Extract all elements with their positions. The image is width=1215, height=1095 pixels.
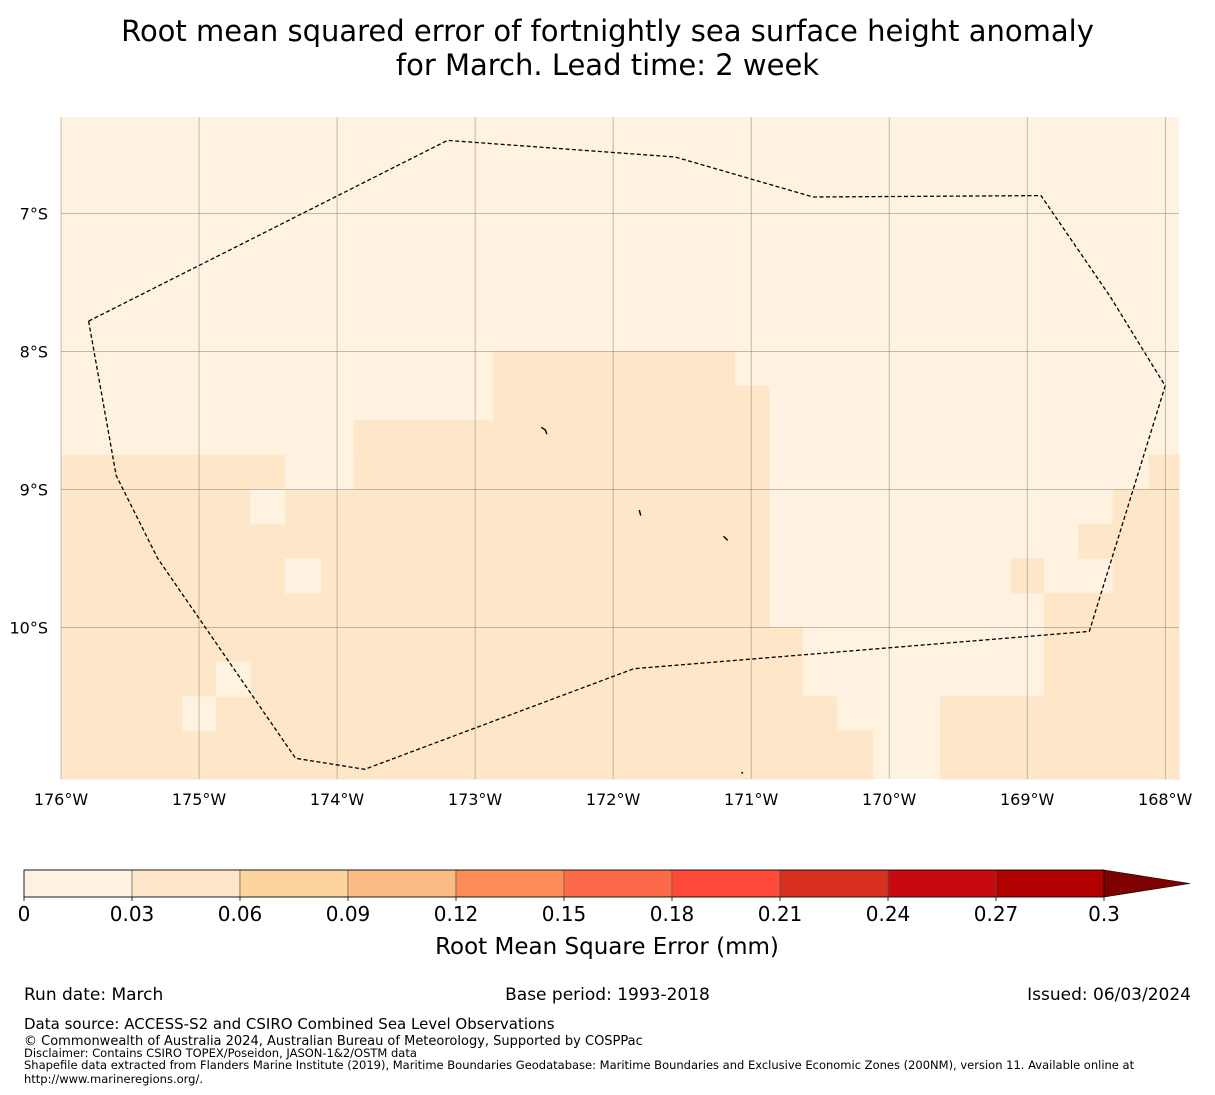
lat-tick-label: 10°S (9, 618, 48, 637)
colorbar-tick-label: 0.12 (434, 902, 479, 926)
field-cell (769, 627, 803, 780)
colorbar-tick-label: 0.06 (218, 902, 263, 926)
lon-tick-label: 171°W (724, 790, 779, 809)
gridlines (60, 117, 1179, 779)
lat-tick-label: 8°S (20, 342, 48, 361)
colorbar-tick-label: 0.24 (866, 902, 911, 926)
field-cell (422, 420, 494, 456)
colorbar-swatch (887, 869, 997, 898)
colorbar-tick-label: 0.03 (110, 902, 155, 926)
field-cell (250, 489, 286, 525)
data-source: Data source: ACCESS-S2 and CSIRO Combine… (24, 1015, 555, 1033)
base-period: Base period: 1993-2018 (505, 985, 710, 1005)
field-cell (493, 351, 736, 780)
field-cell (1043, 592, 1180, 780)
field-cell (1078, 523, 1114, 559)
lon-tick-label: 170°W (862, 790, 917, 809)
colorbar-swatch (671, 869, 781, 898)
copyright: © Commonwealth of Australia 2024, Austra… (24, 1034, 643, 1049)
lon-tick-label: 172°W (586, 790, 641, 809)
field-cell (353, 420, 424, 456)
island (740, 771, 744, 774)
field-cells (61, 351, 1180, 780)
island (638, 509, 642, 516)
colorbar-swatch (995, 869, 1105, 898)
colorbar-swatch (347, 869, 457, 898)
colorbar-tick-label: 0.18 (650, 902, 695, 926)
lon-tick-label: 174°W (310, 790, 365, 809)
colorbar-tick-label: 0.3 (1088, 902, 1120, 926)
field-cell (61, 489, 251, 780)
field-cell (182, 696, 217, 732)
title-line-1: Root mean squared error of fortnightly s… (121, 14, 1094, 48)
colorbar-swatch (131, 869, 241, 898)
field-cell (284, 558, 322, 594)
field-cell (940, 696, 1045, 780)
colorbar-tick-label: 0 (18, 902, 31, 926)
lon-tick-label: 169°W (1000, 790, 1055, 809)
colorbar-swatch (563, 869, 673, 898)
island (723, 535, 729, 541)
field-cell (802, 696, 838, 780)
lon-tick-label: 176°W (34, 790, 89, 809)
field-cell (250, 454, 494, 780)
colorbar-tick-label: 0.21 (758, 902, 803, 926)
field-cell (215, 661, 251, 697)
run-date: Run date: March (24, 985, 164, 1005)
lat-tick-label: 9°S (20, 480, 48, 499)
field-cell (1148, 454, 1180, 490)
field-cell (61, 454, 184, 490)
colorbar-tick-label: 0.15 (542, 902, 587, 926)
lon-tick-label: 168°W (1138, 790, 1193, 809)
colorbar-title: Root Mean Square Error (mm) (435, 934, 779, 960)
colorbar: 0 0.03 0.06 0.09 0.12 0.15 0.18 0.21 0.24 0.27 0.3… (18, 869, 1191, 960)
shapefile-credit: Shapefile data extracted from Flanders M… (24, 1058, 1135, 1072)
lon-tick-label: 175°W (172, 790, 227, 809)
field-cell (284, 454, 355, 490)
field-cell (1010, 558, 1045, 594)
map-panel: 176°W 175°W 174°W 173°W 172°W 171°W 170°W 169°W… (9, 117, 1193, 809)
colorbar-extend-arrow (1103, 869, 1191, 898)
disclaimer: Disclaimer: Contains CSIRO TOPEX/Poseido… (24, 1046, 417, 1060)
colorbar-swatch (239, 869, 349, 898)
island (540, 426, 548, 435)
colorbar-tick-label: 0.27 (974, 902, 1019, 926)
field-cell (734, 385, 770, 780)
shapefile-url: http://www.marineregions.org/. (24, 1072, 203, 1086)
field-cell (836, 730, 874, 780)
colorbar-swatch (23, 869, 133, 898)
lon-tick-label: 173°W (448, 790, 503, 809)
eez-boundary (87, 139, 1166, 770)
chart-title: Root mean squared error of fortnightly s… (0, 14, 1215, 82)
field-cell (1112, 489, 1180, 594)
colorbar-tick-label: 0.09 (326, 902, 371, 926)
colorbar-swatch (779, 869, 889, 898)
title-line-2: for March. Lead time: 2 week (395, 48, 820, 82)
colorbar-swatch (455, 869, 565, 898)
lat-tick-label: 7°S (20, 205, 48, 224)
issued-date: Issued: 06/03/2024 (1027, 985, 1191, 1005)
